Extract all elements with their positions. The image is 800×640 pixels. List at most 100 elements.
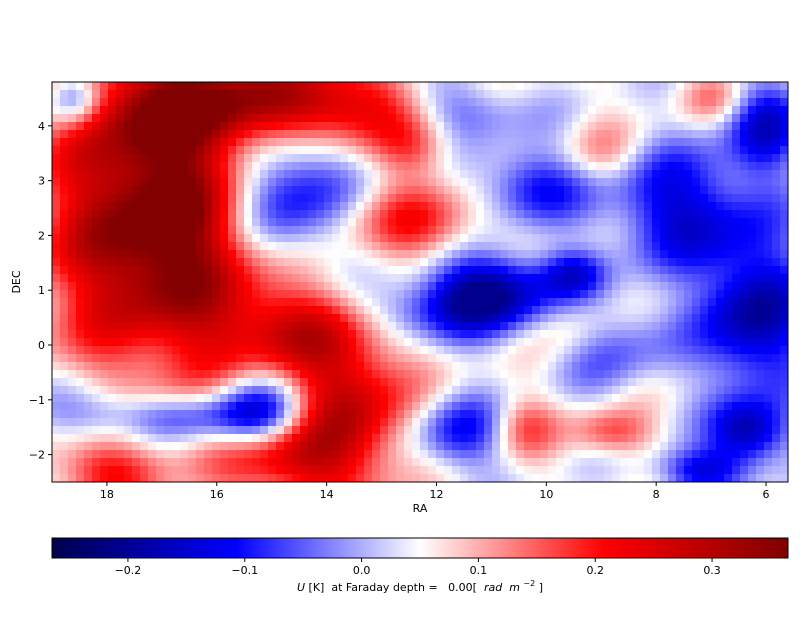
heatmap-cell [724,274,733,283]
heatmap-cell [332,450,341,459]
heatmap-cell [660,210,669,219]
heatmap-cell [476,298,485,307]
heatmap-cell [196,90,205,99]
heatmap-cell [596,98,605,107]
heatmap-cell [580,250,589,259]
heatmap-cell [700,122,709,131]
heatmap-cell [140,226,149,235]
heatmap-cell [532,418,541,427]
heatmap-cell [780,234,788,243]
heatmap-cell [284,442,293,451]
heatmap-cell [636,322,645,331]
heatmap-cell [620,290,629,299]
heatmap-cell [236,82,245,91]
heatmap-cell [444,274,453,283]
heatmap-cell [524,426,533,435]
heatmap-cell [84,370,93,379]
heatmap-cell [420,330,429,339]
heatmap-cell [516,106,525,115]
heatmap-cell [116,298,125,307]
heatmap-cell [172,426,181,435]
heatmap-cell [292,250,301,259]
heatmap-cell [564,250,573,259]
heatmap-cell [252,242,261,251]
heatmap-cell [532,114,541,123]
heatmap-cell [404,114,413,123]
heatmap-cell [180,474,189,482]
heatmap-cell [372,370,381,379]
heatmap-cell [724,378,733,387]
heatmap-cell [460,218,469,227]
heatmap-cell [564,418,573,427]
heatmap-cell [300,250,309,259]
heatmap-cell [500,386,509,395]
heatmap-cell [380,258,389,267]
heatmap-cell [276,474,285,482]
heatmap-cell [364,410,373,419]
heatmap-cell [220,394,229,403]
heatmap-cell [724,178,733,187]
heatmap-cell [612,146,621,155]
heatmap-cell [348,354,357,363]
heatmap-cell [748,458,757,467]
heatmap-cell [572,90,581,99]
heatmap-cell [604,274,613,283]
heatmap-cell [340,210,349,219]
heatmap-cell [372,114,381,123]
heatmap-cell [612,242,621,251]
heatmap-cell [188,170,197,179]
heatmap-cell [412,250,421,259]
heatmap-cell [348,162,357,171]
heatmap-cell [476,146,485,155]
heatmap-cell [116,178,125,187]
heatmap-cell [244,266,253,275]
heatmap-cell [396,154,405,163]
heatmap-cell [292,194,301,203]
heatmap-cell [708,98,717,107]
heatmap-cell [348,178,357,187]
heatmap-cell [412,154,421,163]
heatmap-cell [188,306,197,315]
heatmap-cell [276,170,285,179]
heatmap-cell [660,258,669,267]
heatmap-cell [644,242,653,251]
heatmap-cell [724,434,733,443]
heatmap-cell [460,186,469,195]
heatmap-cell [172,242,181,251]
heatmap-cell [116,154,125,163]
heatmap-cell [516,82,525,91]
heatmap-cell [748,378,757,387]
heatmap-cell [132,474,141,482]
heatmap-cell [180,426,189,435]
heatmap-cell [388,474,397,482]
heatmap-cell [780,122,788,131]
heatmap-cell [740,322,749,331]
heatmap-cell [364,114,373,123]
heatmap-cell [108,402,117,411]
heatmap-cell [380,274,389,283]
heatmap-cell [508,98,517,107]
heatmap-cell [220,250,229,259]
heatmap-cell [764,394,773,403]
heatmap-cell [444,378,453,387]
heatmap-cell [740,226,749,235]
heatmap-cell [388,154,397,163]
heatmap-cell [724,474,733,482]
heatmap-cell [276,370,285,379]
heatmap-cell [180,274,189,283]
heatmap-cell [92,202,101,211]
heatmap-cell [244,258,253,267]
heatmap-cell [396,98,405,107]
colorbar-label: U [K] at Faraday depth = 0.00[ rad m −2 … [297,576,543,594]
heatmap-cell [460,202,469,211]
heatmap-cell [460,122,469,131]
heatmap-cell [580,122,589,131]
heatmap-cell [692,474,701,482]
heatmap-cell [76,466,85,475]
heatmap-cell [636,234,645,243]
heatmap-cell [52,154,61,163]
heatmap-cell [492,186,501,195]
heatmap-cell [236,186,245,195]
heatmap-cell [116,90,125,99]
heatmap-cell [68,418,77,427]
